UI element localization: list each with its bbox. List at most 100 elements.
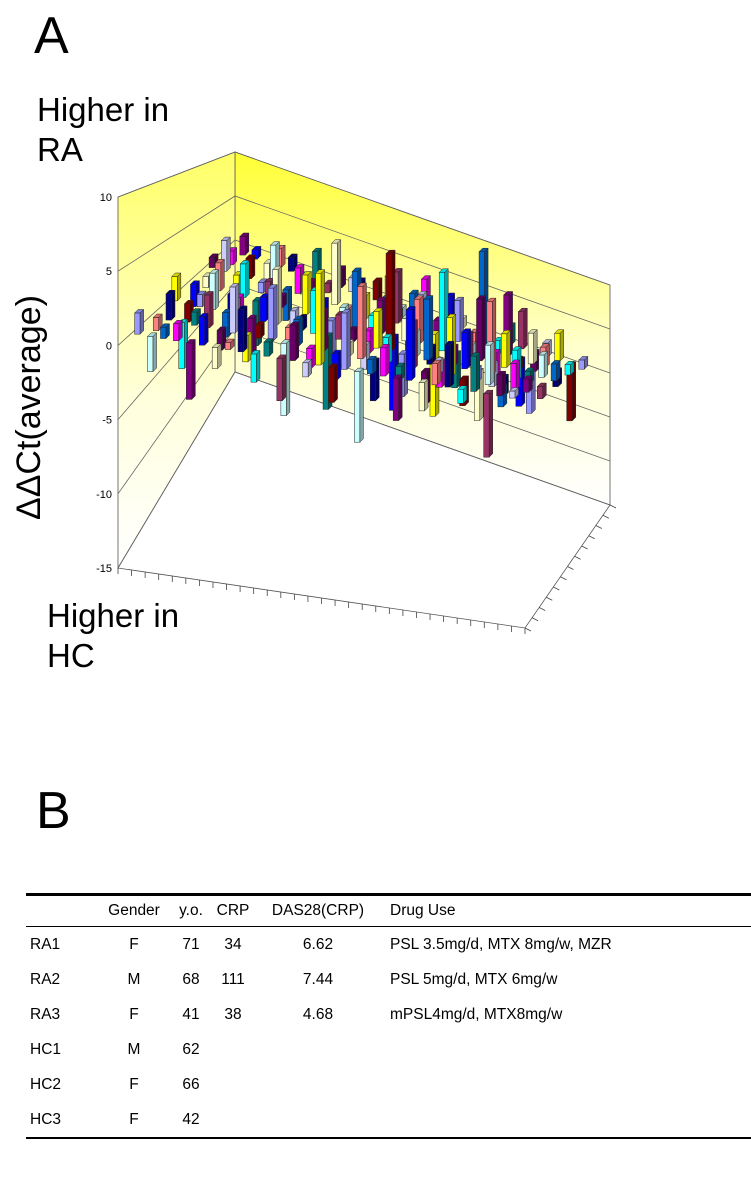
- bar-top-face: [379, 344, 390, 349]
- bar-side-face: [204, 312, 209, 346]
- bar-front-face: [518, 311, 525, 350]
- bar-top-face: [214, 259, 225, 264]
- bar-top-face: [251, 246, 262, 251]
- bar: [431, 359, 442, 386]
- bar: [564, 360, 575, 376]
- table-cell: [254, 1067, 382, 1102]
- bar-front-face: [191, 311, 198, 326]
- bar-front-face: [237, 309, 244, 353]
- bar-front-face: [335, 314, 342, 340]
- bar: [366, 355, 377, 375]
- bar-side-face: [295, 321, 300, 362]
- bar: [198, 312, 209, 346]
- bar-side-face: [277, 265, 282, 326]
- bar-top-face: [536, 382, 547, 387]
- bar-top-face: [564, 361, 575, 366]
- bar-front-face: [476, 298, 483, 362]
- bar: [331, 239, 342, 306]
- table-cell: 66: [182, 1075, 200, 1093]
- bar-front-face: [438, 272, 445, 352]
- bar: [392, 267, 403, 324]
- bar: [457, 385, 468, 404]
- bar-top-face: [524, 367, 535, 372]
- bar-top-face: [457, 385, 468, 390]
- bar: [566, 361, 577, 422]
- table-header-row: Gender y.o. CRP DAS28(CRP) Drug Use: [26, 894, 751, 927]
- header-cell: Gender: [108, 902, 160, 919]
- bar-top-face: [483, 389, 494, 394]
- z-tick: [602, 514, 610, 519]
- table-cell: [212, 1067, 254, 1102]
- table-cell: 41: [182, 1005, 200, 1023]
- bar-side-face: [243, 305, 248, 353]
- bar-front-face: [202, 276, 209, 288]
- bar-chart-3d: 10 5 0 -5 -10 -15: [96, 151, 617, 634]
- bar: [372, 277, 383, 301]
- bar-side-face: [559, 329, 564, 362]
- table-row: RA1 F 71 34 6.62 PSL 3.5mg/d, MTX 8mg/w,…: [26, 927, 751, 963]
- bar-top-face: [224, 338, 235, 343]
- bar-top-face: [190, 308, 202, 313]
- bar-top-face: [289, 307, 300, 312]
- bar-side-face: [533, 329, 538, 365]
- bar: [263, 337, 274, 357]
- bar-side-face: [429, 294, 434, 361]
- table-cell: F: [129, 935, 139, 953]
- bar-front-face: [239, 236, 246, 256]
- bar-side-face: [506, 329, 511, 369]
- z-tick: [567, 566, 574, 570]
- bar-top-face: [254, 321, 265, 326]
- bar-top-face: [420, 367, 431, 372]
- bar-side-face: [476, 352, 481, 393]
- bar-top-face: [392, 268, 403, 273]
- bar: [527, 329, 538, 365]
- bar-top-face: [282, 286, 293, 291]
- table-cell: [254, 1102, 382, 1138]
- header-cell: Drug Use: [390, 902, 456, 919]
- bar-side-face: [543, 350, 548, 379]
- bar-front-face: [289, 325, 296, 361]
- z-tick: [531, 617, 539, 622]
- bar-top-face: [366, 355, 377, 360]
- bar-side-face: [282, 354, 287, 402]
- bar: [405, 305, 416, 382]
- bar: [250, 349, 261, 383]
- table-cell: 71: [182, 935, 200, 953]
- table-cell: [382, 1067, 751, 1102]
- bar-front-face: [380, 347, 387, 377]
- bar-top-face: [554, 329, 565, 334]
- bar-front-face: [287, 257, 294, 272]
- gridline: [117, 151, 611, 286]
- z-tick: [546, 596, 553, 601]
- bar-top-face: [405, 306, 416, 311]
- bar: [510, 359, 521, 391]
- table-cell: HC2: [30, 1075, 62, 1093]
- bar-top-face: [461, 328, 472, 333]
- table-cell: 34: [224, 935, 242, 953]
- patient-table: Gender y.o. CRP DAS28(CRP) Drug Use RA1 …: [26, 893, 751, 1139]
- bar: [229, 282, 240, 334]
- z-tick: [574, 555, 581, 560]
- bar: [327, 363, 339, 404]
- bar-front-face: [186, 342, 193, 400]
- bar: [224, 338, 235, 351]
- bar-front-face: [496, 374, 503, 397]
- y-tick-label: -10: [96, 489, 112, 501]
- bar-top-face: [267, 284, 278, 289]
- z-tick: [538, 607, 546, 611]
- bar-top-face: [263, 338, 274, 343]
- bar-front-face: [147, 336, 154, 372]
- bar-top-face: [438, 268, 449, 273]
- table-cell: HC3: [30, 1110, 62, 1128]
- bar-top-face: [289, 321, 300, 326]
- bar-top-face: [185, 339, 196, 344]
- bar-front-face: [372, 281, 379, 301]
- table-cell: mPSL4mg/d, MTX8mg/w: [390, 1005, 563, 1023]
- bar-front-face: [173, 323, 180, 341]
- bar-side-face: [369, 326, 374, 354]
- bar: [289, 321, 300, 362]
- bar-front-face: [431, 363, 438, 386]
- bar-top-face: [496, 370, 507, 375]
- bar-front-face: [328, 366, 335, 403]
- z-tick: [560, 576, 567, 581]
